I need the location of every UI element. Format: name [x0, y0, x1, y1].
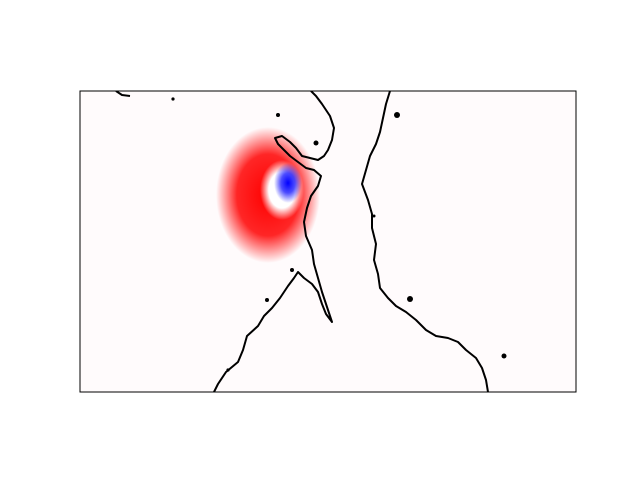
- island: [407, 296, 413, 302]
- island: [394, 112, 400, 118]
- field: [216, 127, 320, 263]
- negative-anomaly: [274, 163, 302, 203]
- island: [276, 113, 280, 117]
- coastline: [115, 91, 131, 97]
- coastlines: [115, 91, 507, 392]
- coastline: [361, 91, 489, 392]
- island: [226, 368, 230, 372]
- coastline: [213, 91, 335, 392]
- island: [171, 97, 175, 101]
- map-frame: [79, 90, 577, 393]
- island: [501, 353, 507, 359]
- island: [265, 298, 269, 302]
- map-background: [80, 91, 576, 392]
- island: [313, 140, 319, 146]
- island: [372, 214, 376, 218]
- island: [290, 268, 294, 272]
